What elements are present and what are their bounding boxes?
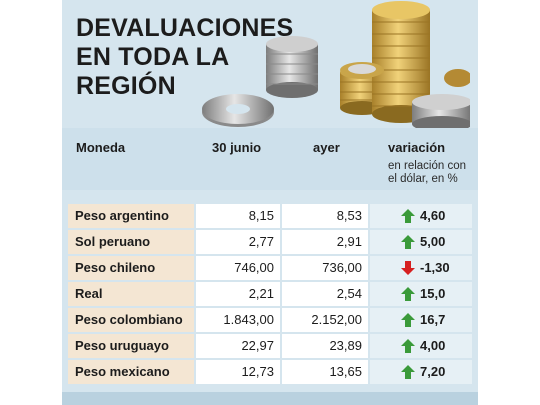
table-row: Real 2,21 2,54 15,0 [68,280,472,306]
value-30-junio: 8,15 [196,204,280,228]
value-30-junio: 12,73 [196,360,280,384]
coins-illustration [202,1,470,132]
value-ayer: 23,89 [282,334,368,358]
footer-band [62,392,478,405]
table-row: Peso chileno 746,00 736,00 -1,30 [68,254,472,280]
page-title: DEVALUACIONES EN TODA LA REGIÓN [76,14,293,101]
table-row: Peso colombiano 1.843,00 2.152,00 16,7 [68,306,472,332]
value-30-junio: 2,77 [196,230,280,254]
table-row: Sol peruano 2,77 2,91 5,00 [68,228,472,254]
value-ayer: 736,00 [282,256,368,280]
arrow-up-icon [401,339,415,353]
variacion-note: en relación con el dólar, en % [388,160,466,186]
title-line-3: REGIÓN [76,72,176,100]
variacion-note-line-2: el dólar, en % [388,173,458,185]
column-header-variacion: variación [388,140,446,155]
table-row: Peso uruguayo 22,97 23,89 4,00 [68,332,472,358]
variation-cell: 15,0 [370,282,472,306]
column-header-moneda: Moneda [76,140,126,155]
variation-cell: 7,20 [370,360,472,384]
table-row: Peso mexicano 12,73 13,65 7,20 [68,358,472,384]
value-ayer: 2,91 [282,230,368,254]
arrow-up-icon [401,313,415,327]
currency-name: Sol peruano [68,230,194,254]
table-row: Peso argentino 8,15 8,53 4,60 [68,202,472,228]
value-30-junio: 746,00 [196,256,280,280]
variation-cell: -1,30 [370,256,472,280]
value-30-junio: 1.843,00 [196,308,280,332]
infographic-card: DEVALUACIONES EN TODA LA REGIÓN [62,0,478,405]
value-30-junio: 2,21 [196,282,280,306]
column-header-30-junio: 30 junio [212,140,262,155]
variation-cell: 4,60 [370,204,472,228]
value-ayer: 8,53 [282,204,368,228]
variation-value: 4,00 [420,338,446,353]
currency-name: Real [68,282,194,306]
arrow-up-icon [401,365,415,379]
arrow-up-icon [401,235,415,249]
variation-cell: 4,00 [370,334,472,358]
currency-name: Peso mexicano [68,360,194,384]
value-30-junio: 22,97 [196,334,280,358]
variation-value: 15,0 [420,286,446,301]
currency-table: Peso argentino 8,15 8,53 4,60 Sol peruan… [68,202,472,384]
variation-cell: 16,7 [370,308,472,332]
arrow-up-icon [401,209,415,223]
variation-value: 7,20 [420,364,446,379]
currency-name: Peso colombiano [68,308,194,332]
value-ayer: 2,54 [282,282,368,306]
arrow-up-icon [401,287,415,301]
currency-name: Peso argentino [68,204,194,228]
table-header [62,128,478,190]
currency-name: Peso chileno [68,256,194,280]
variation-value: -1,30 [420,260,450,275]
title-line-2: EN TODA LA [76,43,230,71]
arrow-down-icon [401,261,415,275]
column-header-ayer: ayer [313,140,340,155]
currency-name: Peso uruguayo [68,334,194,358]
variation-cell: 5,00 [370,230,472,254]
title-line-1: DEVALUACIONES [76,14,294,42]
value-ayer: 13,65 [282,360,368,384]
variation-value: 16,7 [420,312,446,327]
variation-value: 4,60 [420,208,446,223]
variacion-note-line-1: en relación con [388,160,466,172]
variation-value: 5,00 [420,234,446,249]
value-ayer: 2.152,00 [282,308,368,332]
